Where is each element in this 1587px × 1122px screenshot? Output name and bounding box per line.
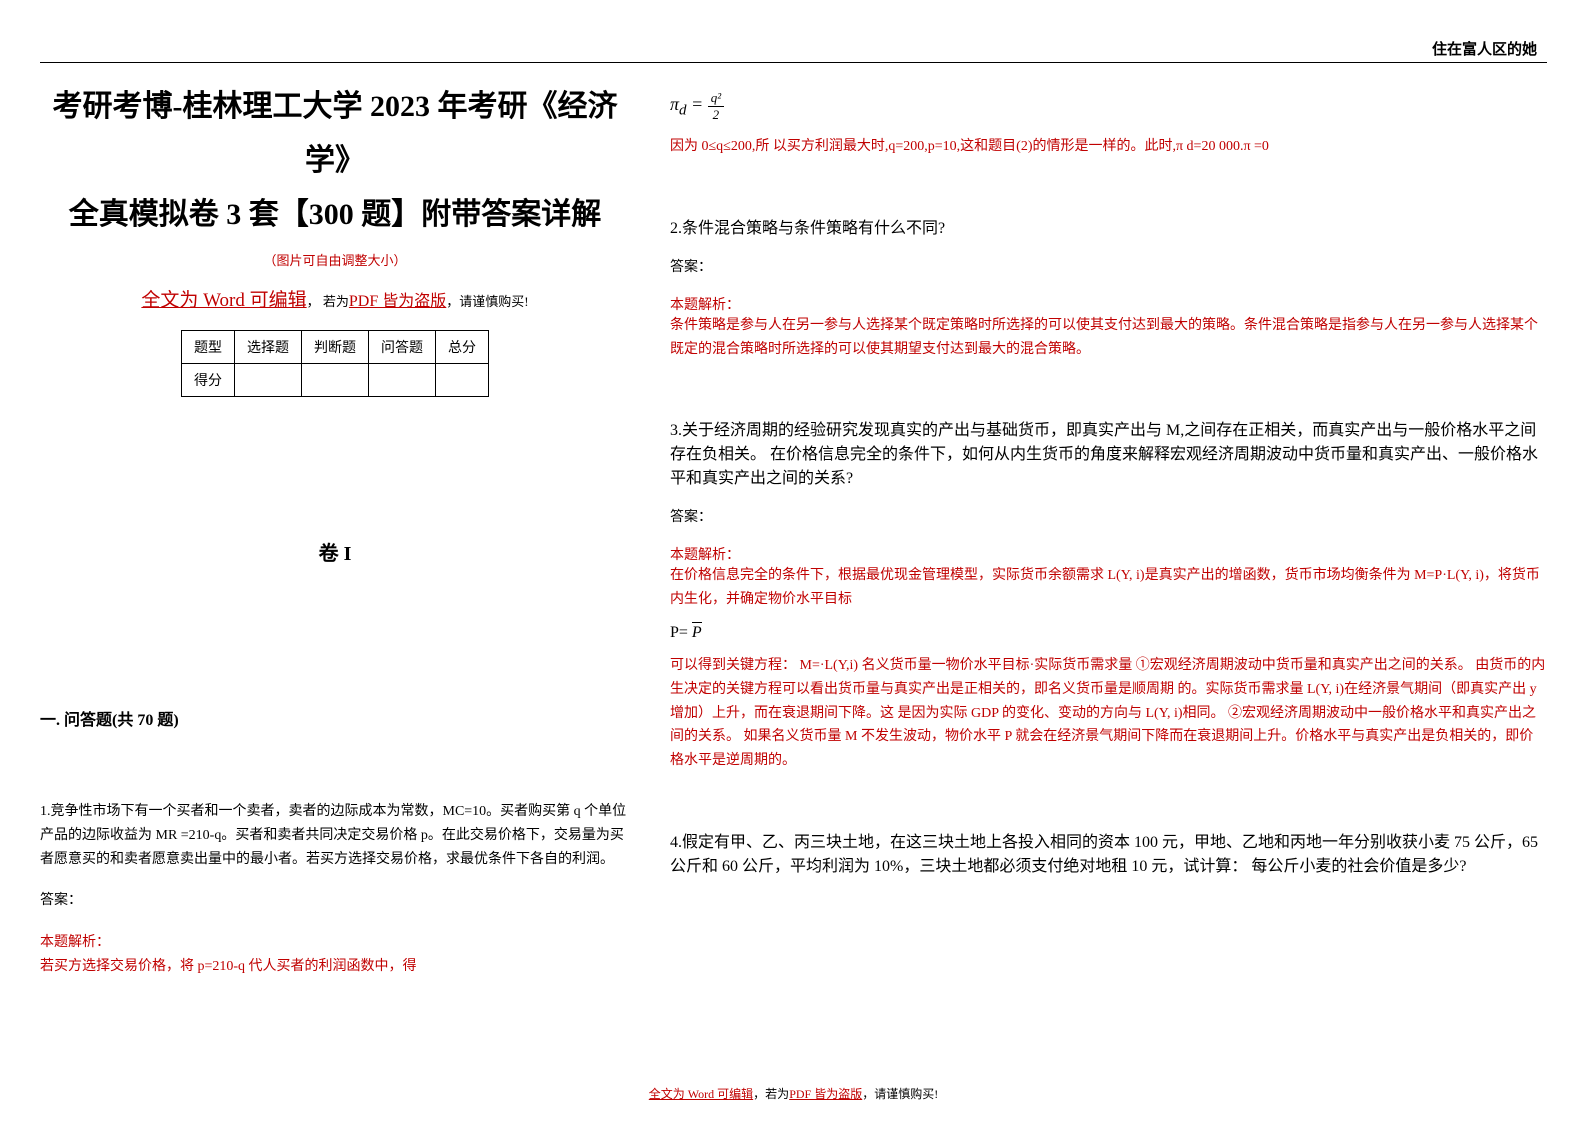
- pi-d-formula: πd =: [670, 94, 708, 114]
- td-empty: [436, 364, 489, 397]
- left-column: 考研考博-桂林理工大学 2023 年考研《经济学》 全真模拟卷 3 套【300 …: [40, 80, 630, 979]
- q2-text: 2.条件混合策略与条件策略有什么不同?: [670, 214, 1547, 238]
- th-type: 题型: [182, 331, 235, 364]
- q3-analysis-label: 本题解析：: [670, 544, 1547, 564]
- q3-analysis-1: 在价格信息完全的条件下，根据最优现金管理模型，实际货币余额需求 L(Y, i)是…: [670, 564, 1547, 612]
- footer-notice: 全文为 Word 可编辑，若为PDF 皆为盗版，请谨慎购买!: [0, 1085, 1587, 1102]
- doc-title-line2: 全真模拟卷 3 套【300 题】附带答案详解: [40, 188, 630, 242]
- th-choice: 选择题: [235, 331, 302, 364]
- td-empty: [235, 364, 302, 397]
- q3-analysis-2: 可以得到关键方程： M=·L(Y,i) 名义货币量一物价水平目标·实际货币需求量…: [670, 654, 1547, 773]
- pdf-pirate-text: PDF 皆为盗版: [349, 293, 446, 310]
- notice-suffix: ，请谨慎购买!: [446, 294, 528, 309]
- footer-suffix: ，请谨慎购买!: [862, 1087, 938, 1101]
- section-heading: 一. 问答题(共 70 题): [40, 706, 630, 730]
- q1-analysis-label: 本题解析：: [40, 931, 630, 955]
- q2-analysis-body: 条件策略是参与人在另一参与人选择某个既定策略时所选择的可以使其支付达到最大的策略…: [670, 314, 1547, 362]
- denominator: 2: [708, 107, 724, 123]
- right-column: πd = q² 2 因为 0≤q≤200,所 以买方利润最大时,q=200,p=…: [670, 80, 1547, 979]
- footer-word: 全文为 Word 可编辑: [649, 1087, 753, 1101]
- footer-pdf: PDF 皆为盗版: [789, 1087, 862, 1101]
- header-author: 住在富人区的她: [1432, 38, 1537, 59]
- q3-text: 3.关于经济周期的经验研究发现真实的产出与基础货币，即真实产出与 M,之间存在正…: [670, 416, 1547, 488]
- q1-formula: πd = q² 2: [670, 90, 1547, 123]
- q1-text: 1.竞争性市场下有一个买者和一个卖者，卖者的边际成本为常数，MC=10。买者购买…: [40, 800, 630, 871]
- top-divider: [40, 62, 1547, 63]
- question-1: 1.竞争性市场下有一个买者和一个卖者，卖者的边际成本为常数，MC=10。买者购买…: [40, 800, 630, 979]
- th-qa: 问答题: [369, 331, 436, 364]
- p-equals: P=: [670, 624, 688, 641]
- td-empty: [369, 364, 436, 397]
- numerator: q²: [708, 90, 724, 107]
- question-3: 3.关于经济周期的经验研究发现真实的产出与基础货币，即真实产出与 M,之间存在正…: [670, 416, 1547, 773]
- th-judge: 判断题: [302, 331, 369, 364]
- p-bar-symbol: P: [692, 624, 702, 642]
- question-2: 2.条件混合策略与条件策略有什么不同? 答案： 本题解析： 条件策略是参与人在另…: [670, 214, 1547, 362]
- td-empty: [302, 364, 369, 397]
- fraction: q² 2: [708, 90, 724, 123]
- q1-answer-label: 答案：: [40, 889, 630, 913]
- score-table: 题型 选择题 判断题 问答题 总分 得分: [181, 330, 489, 397]
- td-score-label: 得分: [182, 364, 235, 397]
- q2-analysis-label: 本题解析：: [670, 294, 1547, 314]
- q4-text: 4.假定有甲、乙、丙三块土地，在这三块土地上各投入相同的资本 100 元，甲地、…: [670, 828, 1547, 876]
- doc-subtitle: （图片可自由调整大小）: [40, 250, 630, 269]
- question-4: 4.假定有甲、乙、丙三块土地，在这三块土地上各投入相同的资本 100 元，甲地、…: [670, 828, 1547, 876]
- table-row: 得分: [182, 364, 489, 397]
- table-row: 题型 选择题 判断题 问答题 总分: [182, 331, 489, 364]
- two-column-layout: 考研考博-桂林理工大学 2023 年考研《经济学》 全真模拟卷 3 套【300 …: [40, 80, 1547, 979]
- editable-notice: 全文为 Word 可编辑， 若为PDF 皆为盗版，请谨慎购买!: [40, 285, 630, 312]
- volume-label: 卷 I: [40, 537, 630, 566]
- q1-conclusion: 因为 0≤q≤200,所 以买方利润最大时,q=200,p=10,这和题目(2)…: [670, 135, 1547, 159]
- th-total: 总分: [436, 331, 489, 364]
- doc-title-line1: 考研考博-桂林理工大学 2023 年考研《经济学》: [40, 80, 630, 188]
- q1-analysis-body: 若买方选择交易价格，将 p=210-q 代人买者的利润函数中，得: [40, 955, 630, 979]
- q3-formula: P= P: [670, 624, 1547, 642]
- q2-answer-label: 答案：: [670, 256, 1547, 276]
- word-editable-text: 全文为 Word 可编辑: [141, 290, 306, 311]
- notice-mid: ， 若为: [307, 294, 349, 309]
- q3-answer-label: 答案：: [670, 506, 1547, 526]
- footer-mid: ，若为: [753, 1087, 789, 1101]
